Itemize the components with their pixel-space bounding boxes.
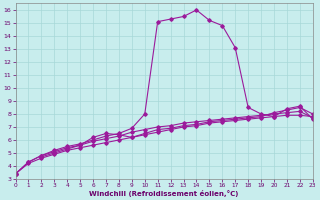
X-axis label: Windchill (Refroidissement éolien,°C): Windchill (Refroidissement éolien,°C) [90,190,239,197]
